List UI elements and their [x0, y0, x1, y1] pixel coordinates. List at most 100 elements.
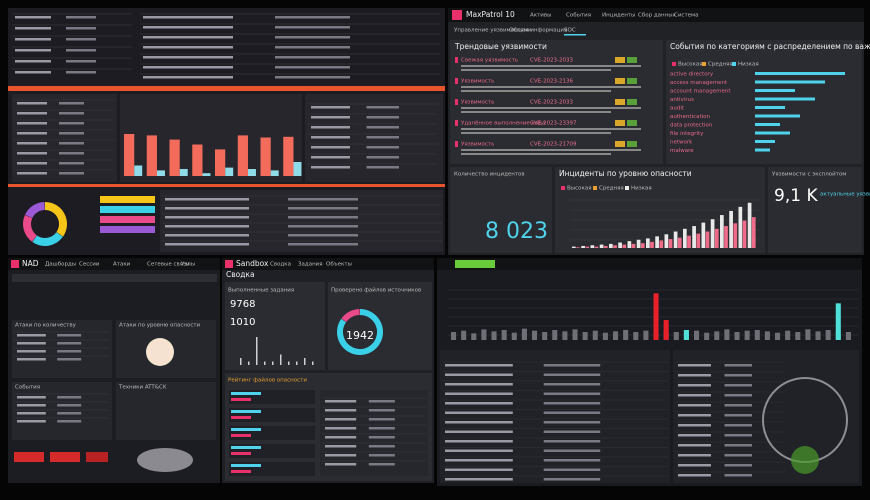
- timeline-bar: [542, 332, 548, 340]
- nad-logo: [11, 260, 19, 268]
- row-cell: [17, 404, 46, 407]
- incident-bar: [627, 241, 632, 248]
- tasks-title: Выполненные задания: [228, 288, 294, 294]
- bar-red: [215, 149, 226, 176]
- row-cell: [368, 418, 395, 421]
- timeline-bar: [501, 330, 507, 340]
- legend-dot: [561, 186, 565, 190]
- timeline-bar: [602, 332, 608, 340]
- row-cell: [366, 136, 399, 139]
- events-legend: Высокая: [678, 62, 703, 68]
- incident-bar: [747, 202, 752, 248]
- legend-dot: [702, 62, 706, 66]
- row-cell: [445, 373, 513, 376]
- row-cell: [59, 152, 84, 155]
- row-cell: [165, 207, 249, 210]
- mp-nav: Система: [674, 13, 699, 19]
- row-cell: [15, 16, 51, 19]
- row-cell: [17, 350, 46, 353]
- timeline-bar: [775, 332, 781, 340]
- incident-bar: [701, 222, 706, 248]
- timeline-bar: [694, 330, 700, 340]
- row-cell: [445, 440, 513, 443]
- legend-dot: [593, 186, 597, 190]
- row-cell: [445, 364, 513, 367]
- panel: [440, 350, 670, 483]
- row-cell: [724, 464, 752, 467]
- row-cell: [59, 112, 84, 115]
- spark-bar: [304, 358, 306, 365]
- severity-bubble: [146, 338, 174, 366]
- row-cell: [543, 430, 601, 433]
- timeline-bar: [815, 331, 821, 340]
- event-category: authentication: [670, 114, 710, 120]
- row-cell: [288, 207, 358, 210]
- row-cell: [445, 392, 513, 395]
- timeline-bar: [643, 330, 649, 340]
- incidents-count: 8 023: [485, 219, 548, 244]
- rating-title: Рейтинг файлов опасности: [228, 377, 307, 384]
- event-category: network: [670, 140, 693, 146]
- event-category: file integrity: [670, 131, 704, 137]
- row-cell: [288, 216, 358, 219]
- row-cell: [17, 396, 46, 399]
- events-title: События по категориям с распределением п…: [670, 42, 870, 51]
- panel: [320, 390, 428, 476]
- row-cell: [368, 454, 395, 457]
- row-cell: [288, 225, 358, 228]
- vuln-marker: [455, 120, 458, 126]
- row-cell: [678, 424, 711, 427]
- incidents-title: Инциденты по уровню опасности: [559, 169, 692, 178]
- sb-nav: Объекты: [326, 262, 352, 268]
- timeline-bar: [785, 330, 791, 340]
- row-cell: [368, 436, 395, 439]
- legend-dot: [732, 62, 736, 66]
- bar-red: [146, 135, 157, 176]
- timeline-bar: [714, 331, 720, 340]
- row-cell: [366, 166, 399, 169]
- row-cell: [143, 66, 233, 69]
- row-cell: [143, 36, 233, 39]
- row-cell: [311, 126, 350, 129]
- row-cell: [543, 383, 601, 386]
- incident-bar: [659, 240, 664, 248]
- mp-subtab: Общая информация: [509, 28, 567, 34]
- tasks-danger: 1010: [230, 317, 255, 328]
- desc: [461, 107, 641, 109]
- panel: [12, 320, 112, 378]
- timeline-bar: [825, 330, 831, 340]
- row-cell: [165, 225, 249, 228]
- rating-name: [231, 428, 261, 431]
- vuln-marker: [455, 99, 458, 105]
- row-cell: [325, 463, 357, 466]
- desc: [461, 149, 641, 151]
- row-cell: [678, 364, 711, 367]
- row-cell: [724, 424, 752, 427]
- spark-bar: [264, 361, 266, 365]
- row-cell: [17, 152, 47, 155]
- nad-nav: Атаки: [113, 262, 131, 268]
- timeline-bar: [562, 331, 568, 340]
- row-cell: [288, 198, 358, 201]
- vuln-cve: CVE-2023-23397: [530, 121, 577, 127]
- row-cell: [724, 444, 752, 447]
- legend-swatch: [100, 216, 155, 223]
- row-cell: [66, 27, 96, 30]
- row-cell: [325, 400, 357, 403]
- badge: [615, 78, 625, 84]
- incidents-legend: Высокая: [567, 186, 592, 192]
- orange-strip: [8, 184, 445, 187]
- row-cell: [15, 71, 51, 74]
- row-cell: [17, 358, 46, 361]
- exploit-caption: актуальные уязвимости: [820, 192, 870, 198]
- row-cell: [165, 243, 249, 246]
- exploit-value: 9,1 K: [774, 186, 818, 206]
- incident-bar: [677, 237, 682, 248]
- legend-dot: [625, 186, 629, 190]
- row-cell: [368, 445, 395, 448]
- event-bar: [755, 114, 800, 118]
- row-cell: [724, 474, 752, 477]
- rating-name: [231, 410, 261, 413]
- nad-panel-title: События: [15, 385, 40, 391]
- bar-red: [169, 139, 180, 176]
